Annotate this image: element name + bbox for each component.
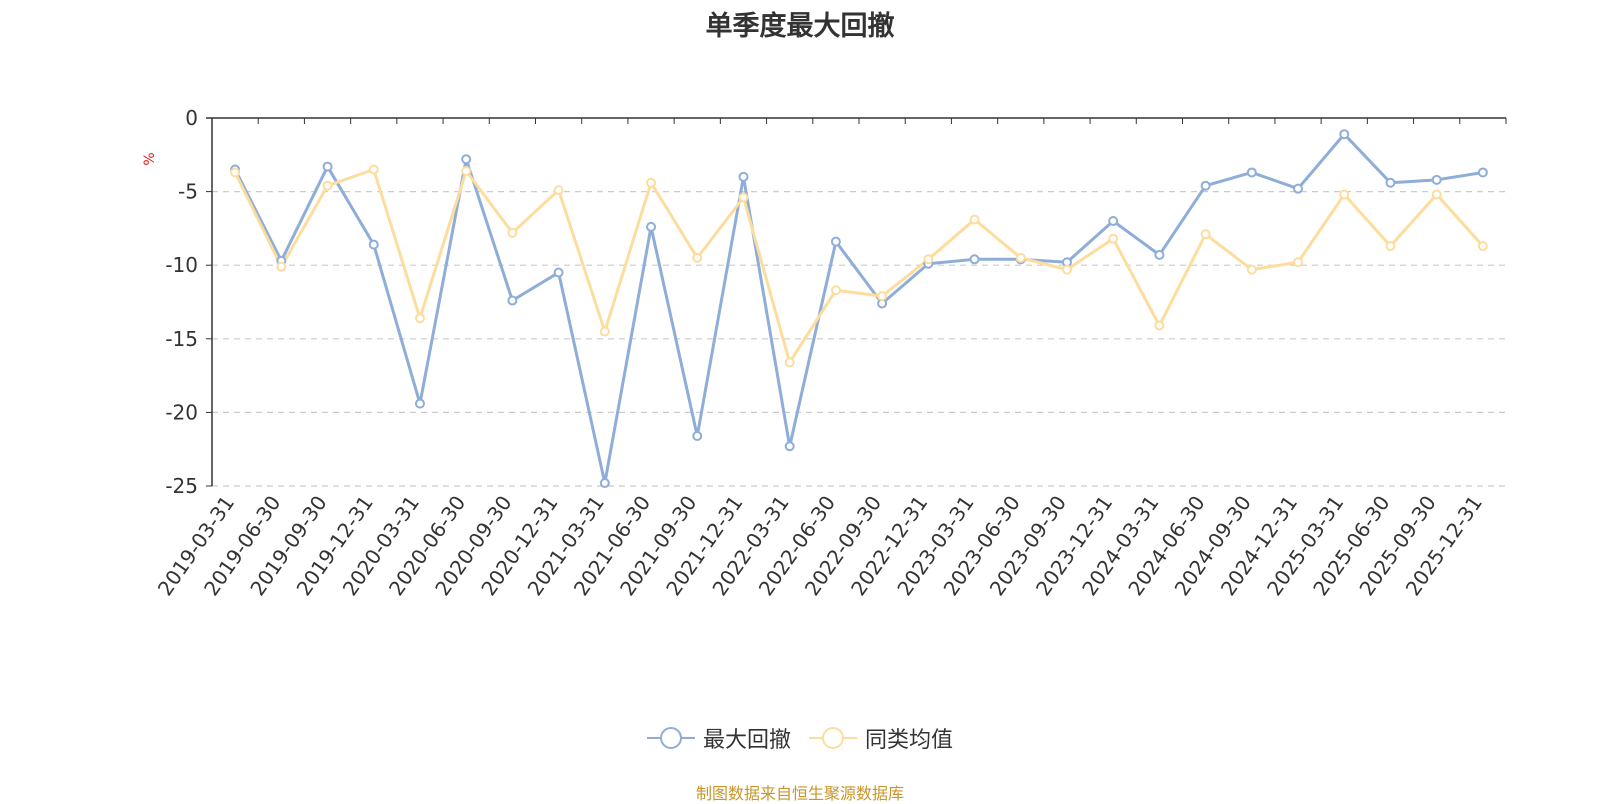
- data-point-max-drawdown: [1339, 129, 1350, 140]
- axes: 0-5-10-15-20-252019-03-312019-06-302019-…: [153, 106, 1507, 600]
- data-point-peer-average: [784, 357, 795, 368]
- y-tick-label: -15: [165, 327, 198, 351]
- data-point-peer-average: [923, 254, 934, 265]
- data-point-peer-average: [1061, 264, 1072, 275]
- y-tick-label: -10: [165, 253, 198, 277]
- data-point-peer-average: [830, 285, 841, 296]
- data-point-max-drawdown: [646, 221, 657, 232]
- legend-item-max-drawdown[interactable]: 最大回撤: [646, 722, 791, 754]
- data-point-peer-average: [1154, 320, 1165, 331]
- y-tick-label: -5: [178, 180, 198, 204]
- data-point-peer-average: [1339, 189, 1350, 200]
- data-point-peer-average: [507, 227, 518, 238]
- legend: 最大回撤 同类均值: [0, 722, 1600, 754]
- legend-item-peer-average[interactable]: 同类均值: [809, 722, 953, 754]
- y-tick-label: -20: [165, 400, 198, 424]
- series-lines: [230, 129, 1488, 489]
- data-point-peer-average: [1015, 252, 1026, 263]
- data-point-max-drawdown: [1108, 216, 1119, 227]
- data-point-max-drawdown: [1385, 177, 1396, 188]
- data-point-peer-average: [553, 185, 564, 196]
- data-point-peer-average: [877, 291, 888, 302]
- data-point-max-drawdown: [1246, 167, 1257, 178]
- data-point-max-drawdown: [969, 254, 980, 265]
- data-point-max-drawdown: [1431, 174, 1442, 185]
- data-point-max-drawdown: [461, 154, 472, 165]
- data-point-peer-average: [1477, 241, 1488, 252]
- data-point-peer-average: [368, 164, 379, 175]
- data-point-peer-average: [1246, 264, 1257, 275]
- data-point-max-drawdown: [414, 398, 425, 409]
- data-point-peer-average: [1293, 257, 1304, 268]
- data-point-max-drawdown: [368, 239, 379, 250]
- legend-label: 最大回撤: [702, 728, 791, 753]
- data-point-max-drawdown: [784, 441, 795, 452]
- y-tick-label: -25: [165, 474, 198, 498]
- data-point-peer-average: [1200, 229, 1211, 240]
- data-point-max-drawdown: [830, 236, 841, 247]
- legend-line-circle-icon: [646, 727, 695, 749]
- data-point-peer-average: [1385, 241, 1396, 252]
- chart-title: 单季度最大回撤: [705, 11, 895, 42]
- data-point-peer-average: [692, 252, 703, 263]
- data-point-peer-average: [230, 167, 241, 178]
- data-point-max-drawdown: [599, 478, 610, 489]
- data-point-max-drawdown: [1154, 249, 1165, 260]
- data-point-peer-average: [414, 313, 425, 324]
- data-point-peer-average: [738, 192, 749, 203]
- data-point-max-drawdown: [1477, 167, 1488, 178]
- data-point-max-drawdown: [692, 430, 703, 441]
- data-point-max-drawdown: [1200, 180, 1211, 191]
- y-axis-unit-label: %: [142, 152, 158, 165]
- series-line-peer-average: [233, 168, 1485, 364]
- y-tick-label: 0: [185, 106, 198, 130]
- legend-label: 同类均值: [865, 728, 954, 753]
- data-source-note: 制图数据来自恒生聚源数据库: [695, 784, 904, 803]
- data-point-peer-average: [1431, 189, 1442, 200]
- grid-lines: [212, 191, 1506, 487]
- series-line-max-drawdown: [233, 132, 1484, 485]
- data-point-peer-average: [599, 326, 610, 337]
- data-point-max-drawdown: [738, 171, 749, 182]
- data-point-max-drawdown: [507, 295, 518, 306]
- data-point-peer-average: [322, 180, 333, 191]
- data-point-peer-average: [461, 165, 472, 176]
- data-point-peer-average: [1108, 233, 1119, 244]
- data-point-max-drawdown: [553, 267, 564, 278]
- data-point-peer-average: [276, 261, 287, 272]
- data-point-max-drawdown: [1293, 183, 1304, 194]
- data-point-max-drawdown: [322, 161, 333, 172]
- data-point-peer-average: [646, 177, 657, 188]
- data-point-peer-average: [969, 214, 980, 225]
- legend-line-circle-icon: [809, 727, 857, 749]
